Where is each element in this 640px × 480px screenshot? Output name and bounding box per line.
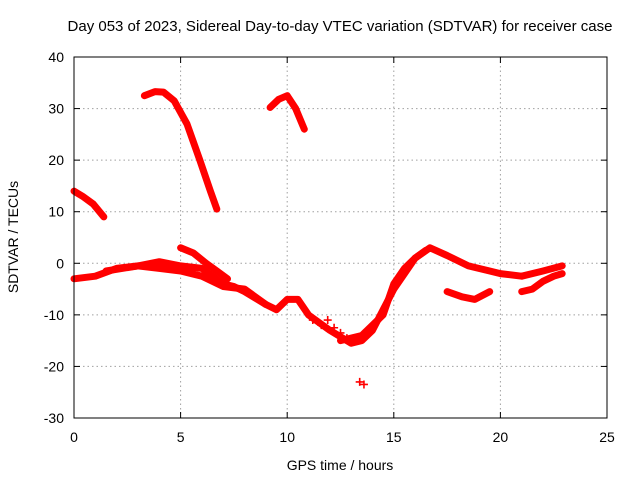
series-arc-a — [70, 187, 108, 221]
y-tick-label: 40 — [48, 49, 64, 65]
x-tick-label: 10 — [279, 429, 295, 445]
y-axis-label: SDTVAR / TECUs — [5, 181, 21, 293]
series-short-1 — [443, 288, 494, 303]
series-arc-c — [266, 92, 308, 133]
x-tick-label: 20 — [493, 429, 509, 445]
y-tick-label: -20 — [44, 358, 64, 374]
data-point-marker — [359, 380, 368, 389]
x-tick-label: 15 — [386, 429, 402, 445]
y-tick-label: -10 — [44, 307, 64, 323]
data-series — [70, 88, 566, 389]
data-point-marker — [308, 316, 317, 325]
plot-frame — [73, 56, 608, 419]
data-point-marker — [317, 321, 326, 330]
x-tick-label: 25 — [599, 429, 615, 445]
data-point-marker — [336, 328, 345, 337]
data-point-marker — [330, 323, 339, 332]
x-axis-label: GPS time / hours — [287, 457, 394, 473]
y-tick-label: 0 — [56, 255, 64, 271]
grid — [74, 57, 607, 418]
x-tick-label: 0 — [70, 429, 78, 445]
series-short-2 — [518, 270, 566, 296]
y-tick-label: 10 — [48, 204, 64, 220]
series-main-2 — [102, 258, 270, 308]
data-point-marker — [323, 316, 332, 325]
y-tick-label: 20 — [48, 152, 64, 168]
series-main-4 — [337, 246, 430, 345]
data-point-marker — [342, 334, 351, 343]
series-arc-b — [140, 88, 221, 213]
x-tick-label: 5 — [177, 429, 185, 445]
y-tick-label: -30 — [44, 410, 64, 426]
data-point-marker — [355, 377, 364, 386]
series-main-3 — [177, 244, 231, 283]
y-tick-label: 30 — [48, 101, 64, 117]
chart-title: Day 053 of 2023, Sidereal Day-to-day VTE… — [68, 18, 613, 35]
series-main-1 — [70, 244, 566, 347]
